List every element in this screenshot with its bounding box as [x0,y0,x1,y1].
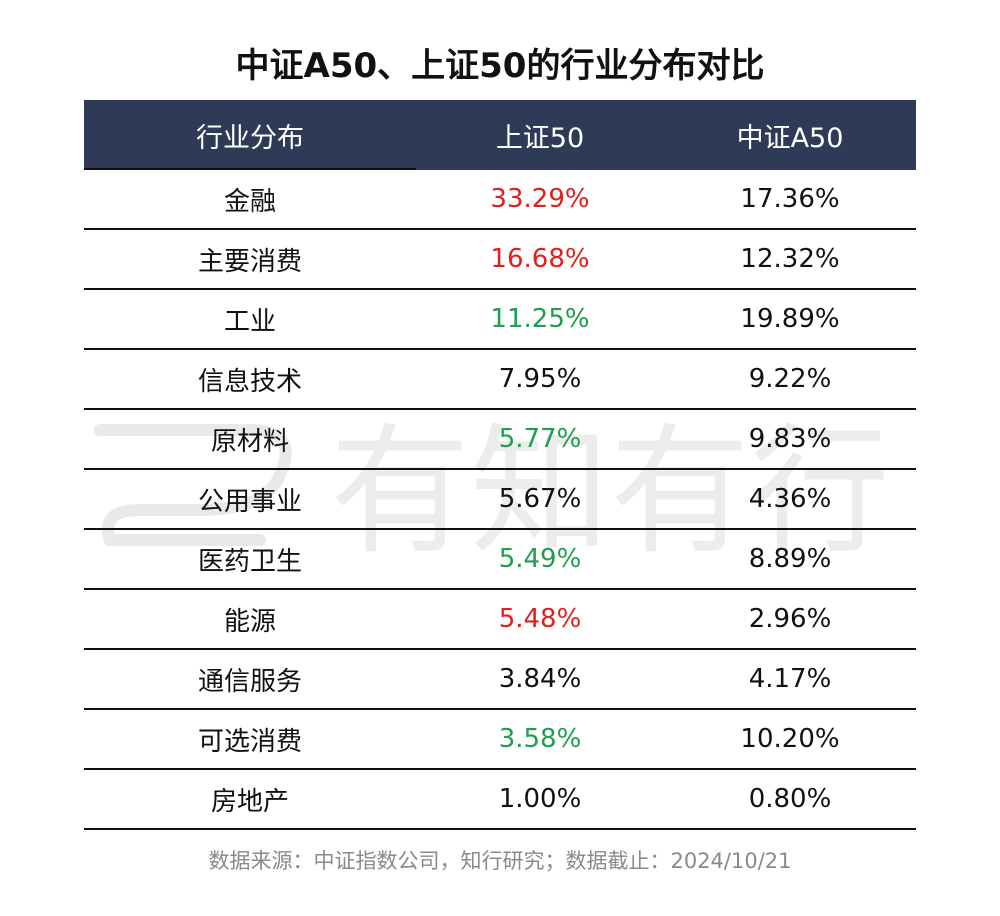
table-row: 原材料 5.77% 9.83% [84,410,916,470]
a50-value: 10.20% [740,724,840,754]
industry-cell: 信息技术 [197,366,302,397]
table-row: 医药卫生 5.49% 8.89% [84,530,916,590]
a50-value: 12.32% [740,244,840,274]
a50-value: 4.17% [748,664,832,694]
sz50-value: 5.77% [498,424,582,454]
sz50-value: 11.25% [490,304,590,334]
table-row: 主要消费 16.68% 12.32% [84,230,916,290]
table-row: 可选消费 3.58% 10.20% [84,710,916,770]
table-row: 能源 5.48% 2.96% [84,590,916,650]
industry-cell: 房地产 [210,786,289,817]
header-industry: 行业分布 [196,122,304,154]
a50-value: 2.96% [748,604,832,634]
a50-value: 9.83% [748,424,832,454]
table-row: 金融 33.29% 17.36% [84,170,916,230]
industry-cell: 金融 [223,186,276,217]
table-row: 公用事业 5.67% 4.36% [84,470,916,530]
a50-value: 4.36% [748,484,832,514]
a50-value: 17.36% [740,184,840,214]
table-row: 信息技术 7.95% 9.22% [84,350,916,410]
industry-cell: 可选消费 [197,726,302,757]
source-note: 数据来源：中证指数公司，知行研究；数据截止：2024/10/21 [208,849,792,873]
a50-value: 19.89% [740,304,840,334]
sz50-value: 16.68% [490,244,590,274]
sz50-value: 5.49% [498,544,582,574]
a50-value: 9.22% [748,364,832,394]
table-row: 房地产 1.00% 0.80% [84,770,916,830]
sz50-value: 5.67% [498,484,582,514]
header-a50: 中证A50 [736,122,844,154]
sz50-value: 3.58% [498,724,582,754]
industry-cell: 通信服务 [197,666,302,697]
header-underline [84,168,416,170]
table-row: 通信服务 3.84% 4.17% [84,650,916,710]
sz50-value: 1.00% [498,784,582,814]
a50-value: 8.89% [748,544,832,574]
sz50-value: 7.95% [498,364,582,394]
chart-title: 中证A50、上证50的行业分布对比 [235,46,765,86]
sz50-value: 5.48% [498,604,582,634]
table-body: 金融 33.29% 17.36% 主要消费 16.68% 12.32% 工业 11.25% 19… [84,170,916,830]
industry-table: 行业分布 上证50 中证A50 金融 33.29% 17.36% 主要消费 16.68%… [84,100,916,830]
sz50-value: 33.29% [490,184,590,214]
industry-cell: 医药卫生 [197,546,302,577]
industry-cell: 主要消费 [197,246,302,277]
industry-cell: 工业 [223,306,276,337]
industry-cell: 能源 [223,606,276,637]
industry-cell: 原材料 [210,426,289,457]
table-row: 工业 11.25% 19.89% [84,290,916,350]
a50-value: 0.80% [748,784,832,814]
header-sz50: 上证50 [495,122,585,154]
sz50-value: 3.84% [498,664,582,694]
industry-cell: 公用事业 [197,486,302,517]
table-header: 行业分布 上证50 中证A50 [84,100,916,170]
